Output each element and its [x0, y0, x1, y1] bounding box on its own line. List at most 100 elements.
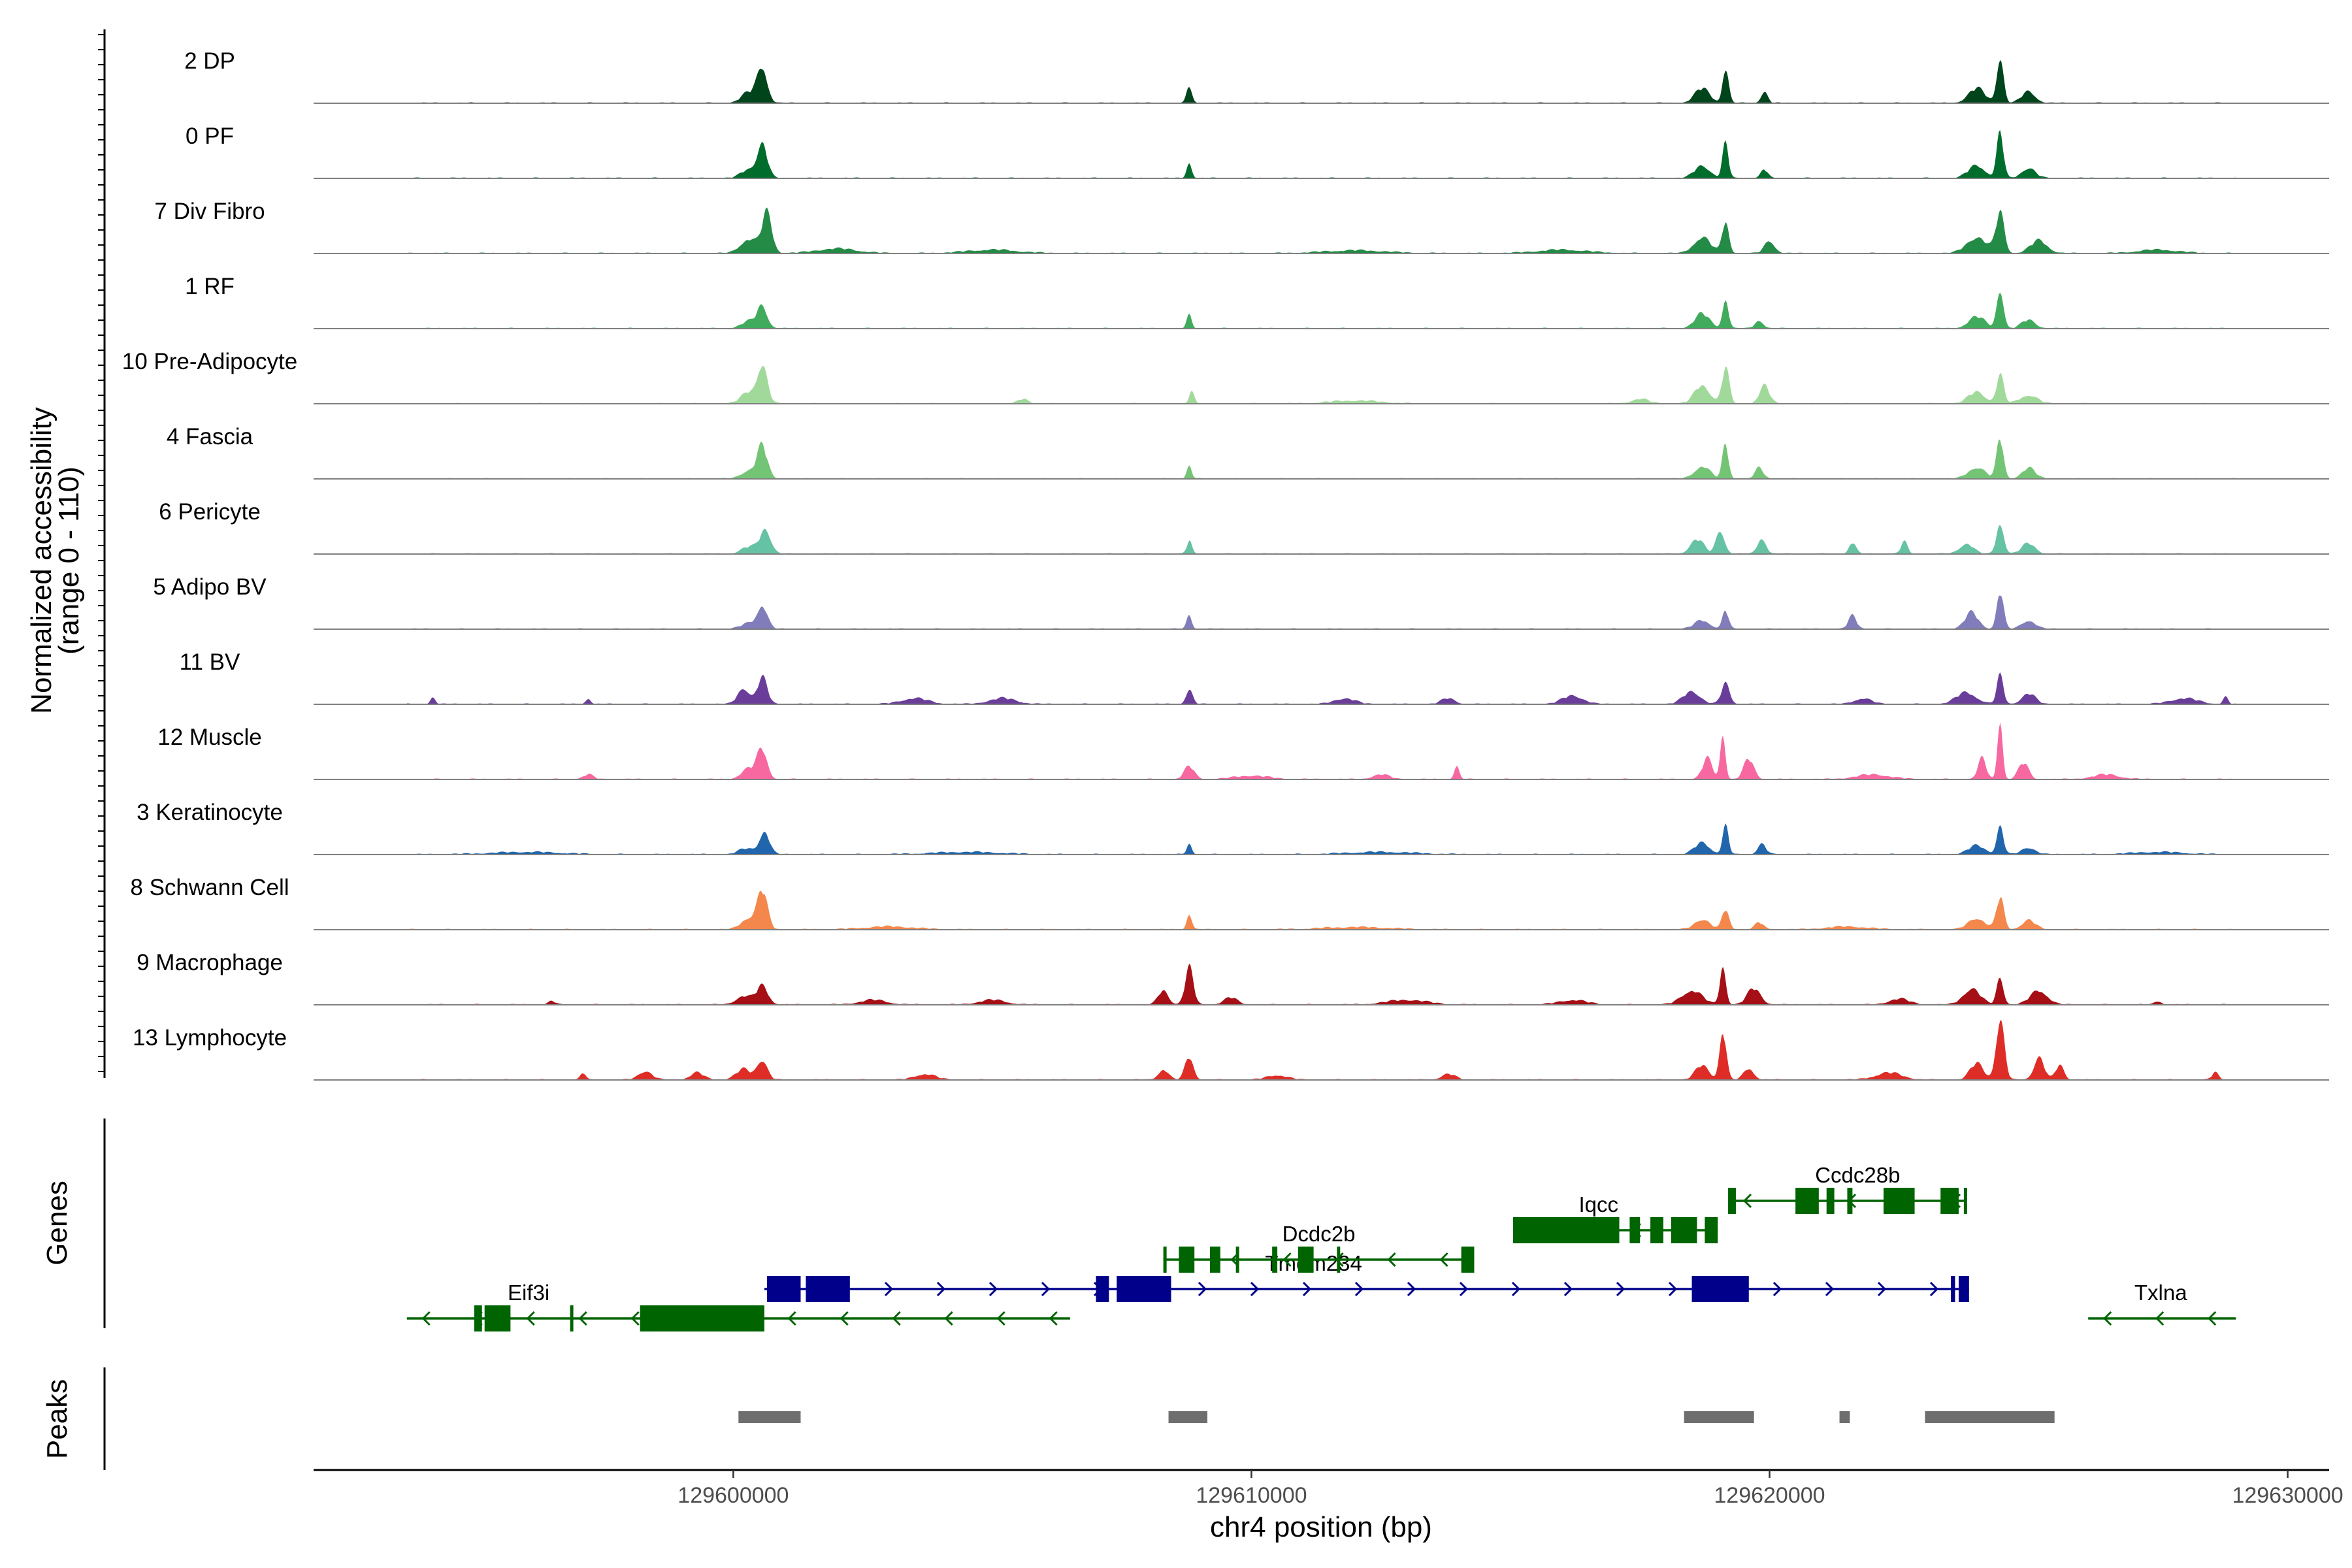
gene-exon: [806, 1276, 850, 1302]
strand-arrow: [1772, 1281, 1782, 1297]
gene-exon: [1940, 1188, 1959, 1214]
gene-exon: [1705, 1217, 1718, 1243]
genes-panel-title: Genes: [41, 1181, 73, 1266]
peaks-panel-title-group: Peaks: [41, 1379, 73, 1459]
strand-arrow: [1825, 1281, 1835, 1297]
x-axis-title: chr4 position (bp): [1210, 1511, 1432, 1543]
coverage-track: 3 Keratinocyte: [137, 800, 2329, 855]
gene-label: Dcdc2b: [1282, 1222, 1356, 1246]
track-label: 9 Macrophage: [137, 950, 283, 975]
gene-exon: [1272, 1247, 1278, 1273]
peak-region: [1684, 1411, 1754, 1423]
gene-exon: [1461, 1247, 1475, 1273]
strand-arrow: [2208, 1311, 2217, 1326]
peak-region: [1925, 1411, 2055, 1423]
strand-arrow: [1049, 1311, 1058, 1326]
track-label: 6 Pericyte: [159, 499, 261, 525]
strand-arrow: [944, 1311, 953, 1326]
gene-exon: [1951, 1276, 1955, 1302]
gene-exon: [1691, 1276, 1749, 1302]
gene-exon: [1671, 1217, 1697, 1243]
strand-arrow: [787, 1311, 796, 1326]
gene-exon: [1337, 1247, 1341, 1273]
gene-exon: [766, 1276, 801, 1302]
track-label: 3 Keratinocyte: [137, 800, 283, 825]
gene-exon: [1096, 1276, 1109, 1302]
track-label: 5 Adipo BV: [153, 574, 267, 600]
gene-model: Iqcc: [1512, 1192, 1718, 1243]
strand-arrow: [936, 1281, 946, 1297]
strand-arrow: [1742, 1193, 1752, 1209]
gene-label: Iqcc: [1579, 1192, 1619, 1217]
gene-label: Eif3i: [508, 1281, 549, 1305]
gene-exon: [1117, 1276, 1171, 1302]
strand-arrow: [1877, 1281, 1887, 1297]
gene-annotation-track: Eif3i Tmem234 Dcdc2b Iqcc Ccdc28b Txlna: [406, 1163, 2236, 1331]
track-label: 11 BV: [180, 649, 240, 675]
gene-exon: [1963, 1188, 1967, 1214]
gene-label: Ccdc28b: [1815, 1163, 1900, 1187]
strand-arrow: [1929, 1281, 1939, 1297]
strand-arrow: [1302, 1281, 1312, 1297]
track-label: 1 RF: [185, 274, 235, 299]
gene-exon: [1795, 1188, 1819, 1214]
x-tick-label: 129630000: [2232, 1483, 2343, 1508]
coverage-track: 10 Pre-Adipocyte: [122, 349, 2329, 404]
coverage-tracks: 2 DP 0 PF 7 Div Fibro 1 RF 10 Pre-Adipocyte 4…: [122, 48, 2329, 1081]
strand-arrow: [988, 1281, 998, 1297]
genes-panel-title-group: Genes: [41, 1181, 73, 1266]
gene-exon: [1163, 1247, 1167, 1273]
coverage-track: 6 Pericyte: [159, 499, 2329, 555]
strand-arrow: [892, 1311, 901, 1326]
strand-arrow: [2103, 1311, 2112, 1326]
strand-arrow: [1354, 1281, 1364, 1297]
track-label: 0 PF: [186, 123, 234, 149]
coverage-track: 5 Adipo BV: [153, 574, 2329, 630]
peaks-panel-title: Peaks: [41, 1379, 73, 1459]
strand-arrow: [996, 1311, 1005, 1326]
track-label: 7 Div Fibro: [154, 199, 265, 224]
strand-arrow: [1668, 1281, 1678, 1297]
peak-region-track: [738, 1411, 2055, 1423]
x-tick-label: 129610000: [1196, 1483, 1307, 1508]
gene-exon: [1298, 1247, 1314, 1273]
strand-arrow: [1407, 1281, 1416, 1297]
gene-exon: [484, 1305, 511, 1331]
gene-exon: [1958, 1276, 1969, 1302]
y-axis-title-line-2: (range 0 - 110): [53, 466, 85, 655]
coverage-area: [406, 672, 2236, 704]
coverage-track: 4 Fascia: [167, 424, 2329, 480]
gene-exon: [1650, 1217, 1663, 1243]
gene-exon: [1883, 1188, 1915, 1214]
gene-label: Txlna: [2134, 1281, 2187, 1305]
peak-region: [738, 1411, 801, 1423]
y-axis-title-line-1: Normalized accessibility: [25, 407, 57, 713]
gene-model: Dcdc2b: [1163, 1222, 1475, 1273]
x-tick-label: 129600000: [678, 1483, 789, 1508]
strand-arrow: [1511, 1281, 1521, 1297]
strand-arrow: [2155, 1311, 2164, 1326]
coverage-track: 1 RF: [185, 274, 2329, 329]
coverage-track: 13 Lymphocyte: [133, 1020, 2329, 1081]
coverage-y-axis-ticks: [98, 34, 105, 1072]
strand-arrow: [1616, 1281, 1625, 1297]
x-axis-ticks: 129600000 129610000 129620000 129630000: [678, 1470, 2344, 1508]
track-label: 8 Schwann Cell: [130, 875, 289, 900]
strand-arrow: [1563, 1281, 1573, 1297]
strand-arrow: [1387, 1252, 1396, 1267]
gene-model: Eif3i: [406, 1281, 1070, 1331]
coverage-track: 8 Schwann Cell: [130, 875, 2329, 930]
coverage-track: 9 Macrophage: [137, 950, 2329, 1005]
track-label: 2 DP: [184, 48, 235, 74]
strand-arrow: [1459, 1281, 1469, 1297]
coverage-track: 7 Div Fibro: [154, 199, 2329, 254]
x-tick-label: 129620000: [1714, 1483, 1825, 1508]
peak-region: [1168, 1411, 1208, 1423]
coverage-track: 12 Muscle: [157, 722, 2329, 780]
strand-arrow: [421, 1311, 431, 1326]
coverage-track: 0 PF: [186, 123, 2329, 179]
gene-model: Tmem234: [764, 1251, 1969, 1302]
y-axis-title: Normalized accessibility (range 0 - 110): [25, 407, 85, 713]
